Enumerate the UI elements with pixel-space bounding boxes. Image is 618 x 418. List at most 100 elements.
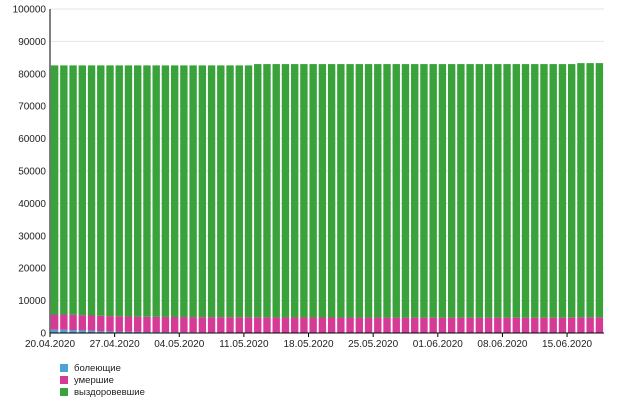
bar-segment [494, 64, 502, 318]
bar-segment [115, 331, 123, 333]
bar-segment [420, 64, 428, 318]
bar-segment [531, 317, 539, 333]
bar-segment [401, 317, 410, 333]
bar-segment [457, 317, 465, 333]
bar-segment [272, 317, 280, 333]
y-tick-label: 60000 [18, 134, 46, 145]
legend-item-recovered[interactable]: выздоровевшие [60, 386, 145, 398]
bar-segment [521, 64, 530, 318]
bar-segment [346, 64, 354, 318]
bar-segment [503, 64, 511, 318]
y-tick-label: 30000 [18, 231, 46, 242]
grid-lines [50, 8, 604, 302]
bar-segment [494, 317, 502, 333]
y-tick-label: 10000 [18, 296, 46, 307]
bar-segment [300, 64, 308, 318]
bar-segment [50, 329, 59, 333]
bar-segment [87, 65, 96, 316]
bar-segment [383, 317, 391, 333]
bar-segment [337, 317, 345, 333]
bar-segment [106, 331, 114, 333]
bar-segment [327, 64, 336, 318]
bar-segment [549, 317, 557, 333]
bar-segment [152, 65, 160, 317]
bar-segment [586, 317, 594, 333]
bar-segment [87, 330, 96, 333]
bar-segment [189, 65, 197, 318]
y-tick-label: 100000 [13, 5, 47, 16]
bar-segment [134, 316, 142, 332]
bar-segment [429, 317, 437, 333]
bar-segment [60, 329, 68, 333]
bar-segment [290, 64, 299, 318]
bar-segment [438, 64, 447, 318]
bar-segment [318, 64, 327, 318]
y-tick-labels: 0 10000 20000 30000 40000 50000 60000 70000 8000… [13, 5, 47, 340]
bar-segment [392, 64, 400, 318]
bar-segment [50, 314, 59, 330]
bar-segment [217, 65, 225, 318]
bar-segment [447, 64, 456, 318]
x-tick-label: 20.04.2020 [25, 339, 75, 350]
bar-segment [217, 317, 225, 333]
bar-segment [429, 64, 437, 318]
bar-segment [503, 317, 511, 333]
bar-segment [124, 65, 133, 317]
bar-segment [364, 317, 373, 333]
bar-segment [235, 317, 243, 333]
x-tick-label: 15.06.2020 [542, 339, 592, 350]
bar-segment [309, 317, 317, 333]
bar-segment [143, 65, 151, 317]
bar-segment [69, 65, 77, 315]
bar-segment [60, 314, 68, 330]
bar-segment [50, 65, 59, 315]
bar-segment [244, 65, 253, 318]
y-tick-label: 70000 [18, 102, 46, 113]
legend-item-deceased[interactable]: умершие [60, 374, 145, 386]
bar-segment [180, 317, 188, 333]
bar-segment [87, 315, 96, 331]
bar-segment [558, 64, 567, 318]
bar-segment [411, 317, 419, 333]
bar-segment [549, 64, 557, 318]
bar-segment [577, 317, 585, 333]
bar-segment [170, 316, 179, 333]
bar-segment [355, 64, 364, 318]
bar-segment [521, 317, 530, 333]
bar-segment [438, 317, 447, 333]
bar-segment [457, 64, 465, 318]
bar-segment [226, 317, 234, 333]
bar-segment [115, 65, 123, 317]
bar-segment [355, 317, 364, 333]
bar-segment [244, 317, 253, 333]
bar-segment [484, 64, 493, 318]
legend-item-sick[interactable]: болеющие [60, 362, 145, 374]
bar-segment [226, 65, 234, 318]
bar-segment [512, 317, 520, 333]
legend-swatch-sick [60, 364, 68, 372]
y-tick-label: 40000 [18, 199, 46, 210]
legend-label-deceased: умершие [74, 374, 114, 386]
bar-segment [97, 331, 105, 333]
axes [49, 9, 604, 337]
y-tick-label: 90000 [18, 37, 46, 48]
bar-segment [97, 315, 105, 332]
bar-segment [254, 317, 262, 333]
x-tick-label: 25.05.2020 [348, 339, 398, 350]
bar-segment [558, 317, 567, 333]
bar-segment [152, 316, 160, 333]
bar-segment [124, 316, 133, 332]
x-tick-label: 08.06.2020 [477, 339, 527, 350]
bar-segment [78, 315, 87, 331]
bar-segment [207, 65, 216, 318]
bar-segment [475, 317, 484, 333]
bar-segment [420, 317, 428, 333]
bar-segment [180, 65, 188, 318]
bar-segment [78, 65, 87, 316]
bar-segment [69, 330, 77, 333]
bar-segment [577, 63, 585, 318]
bar-segment [198, 317, 207, 333]
x-tick-label: 04.05.2020 [154, 339, 204, 350]
bar-segment [161, 316, 170, 333]
bar-segment [254, 64, 262, 318]
